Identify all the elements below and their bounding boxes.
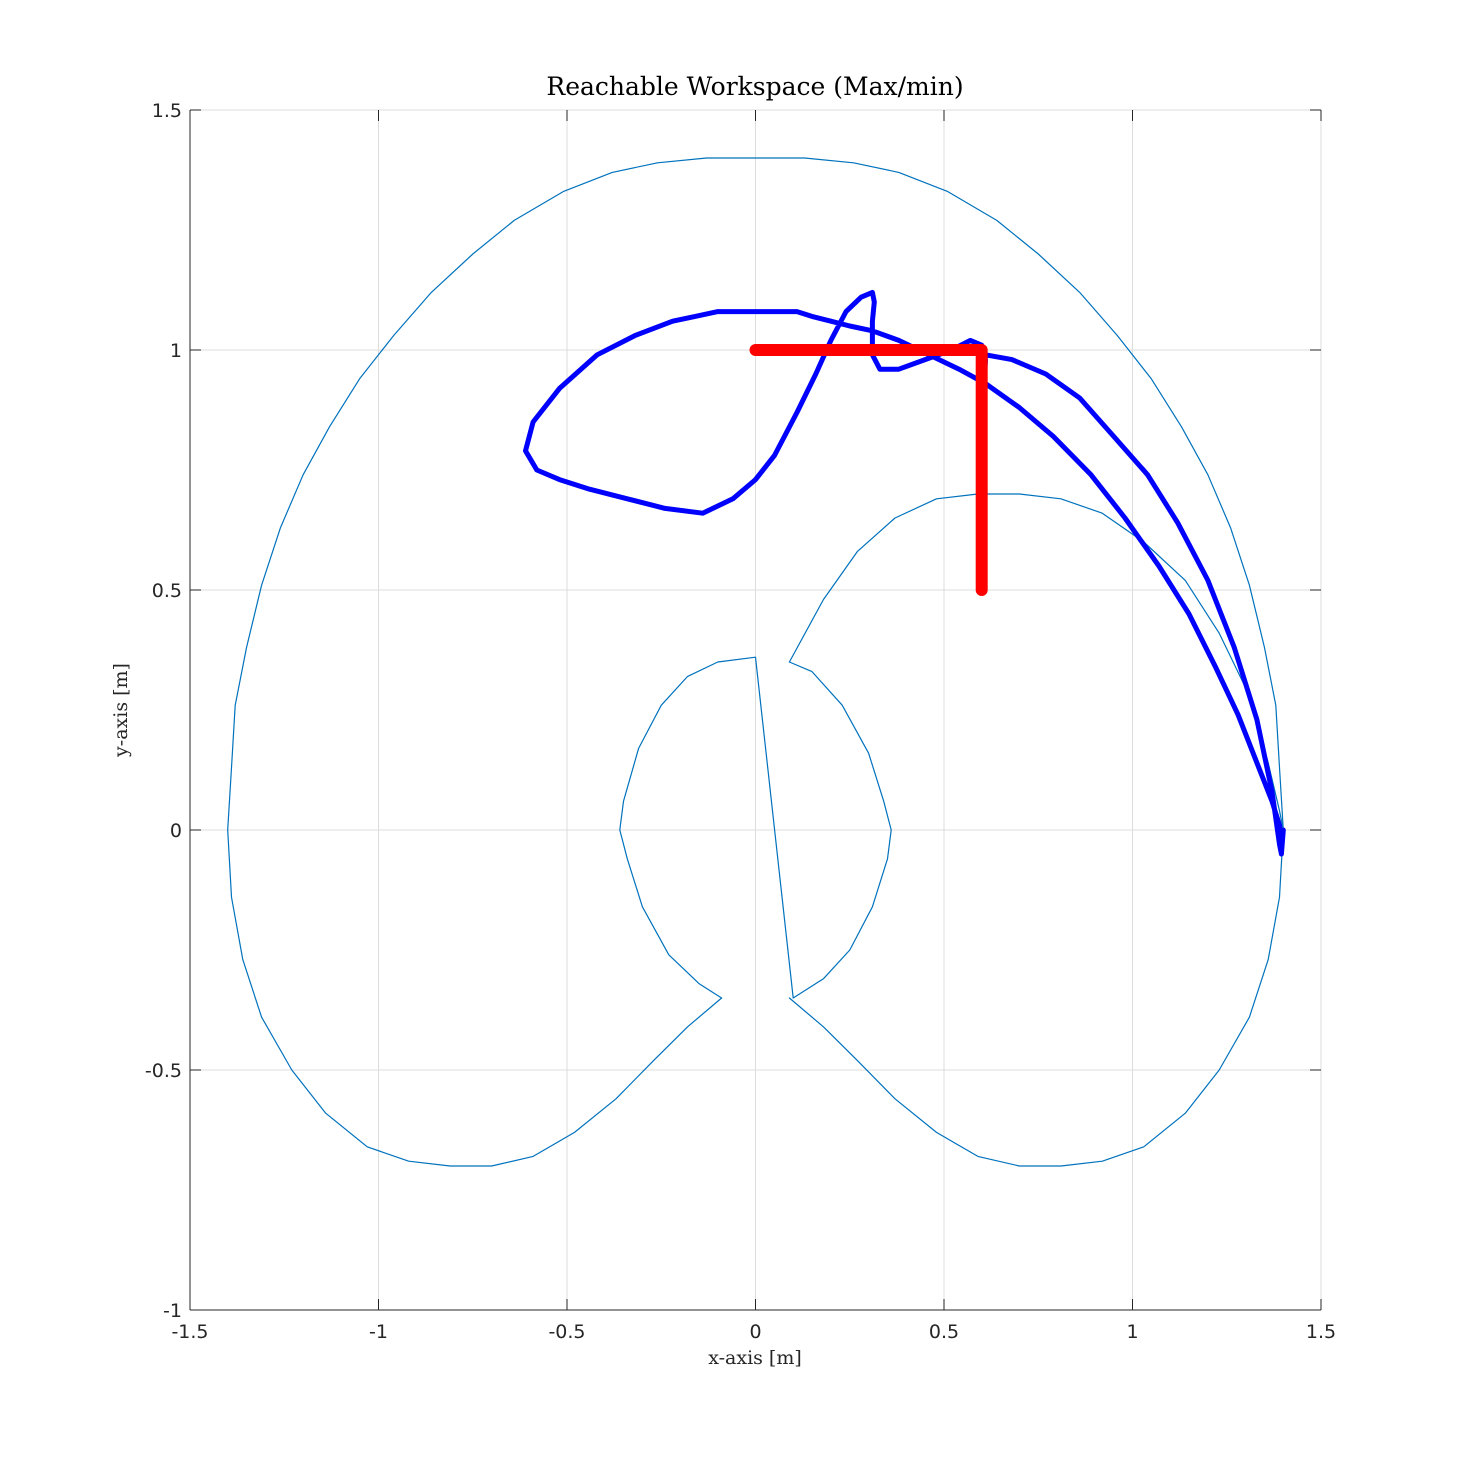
- x-tick-label-1: -1: [369, 1321, 388, 1343]
- y-tick-label-2: 0: [170, 820, 182, 842]
- x-tick-label-0: -1.5: [171, 1321, 208, 1343]
- x-tick-label-4: 0.5: [929, 1321, 959, 1343]
- y-tick-label-4: 1: [170, 340, 182, 362]
- y-tick-label-0: -1: [163, 1300, 182, 1322]
- x-tick-label-5: 1: [1126, 1321, 1138, 1343]
- workspace-boundary-line-2: [619, 656, 892, 999]
- ticks: -1.5 -1 -0.5 0 0.5 1 1.5-1-0.500.511.5: [145, 100, 1336, 1343]
- end-effector-path-line-3: [523, 289, 1286, 857]
- series-layer: [227, 157, 1286, 1167]
- x-tick-label-2: -0.5: [548, 1321, 585, 1343]
- x-tick-label-6: 1.5: [1306, 1321, 1336, 1343]
- y-axis-label: y-axis [m]: [110, 663, 132, 758]
- chart-title: Reachable Workspace (Max/min): [546, 72, 963, 101]
- x-tick-label-3: 0: [749, 1321, 761, 1343]
- y-tick-label-5: 1.5: [152, 100, 182, 122]
- x-axis-label: x-axis [m]: [708, 1347, 802, 1369]
- y-tick-label-1: -0.5: [145, 1060, 182, 1082]
- desired-path-line-4: [749, 344, 988, 596]
- workspace-boundary-line-0: [227, 157, 1284, 1167]
- y-tick-label-3: 0.5: [152, 580, 182, 602]
